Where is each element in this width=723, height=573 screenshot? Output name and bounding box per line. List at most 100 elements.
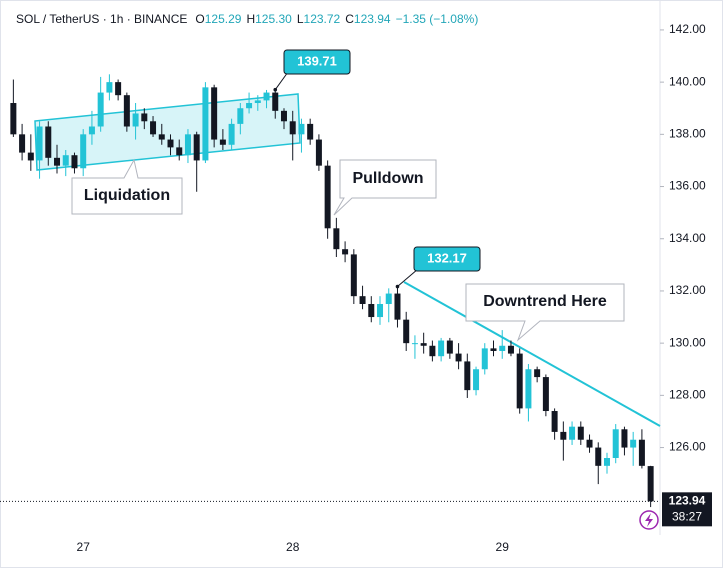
candle-body [36,126,43,161]
callout-text: Liquidation [84,187,170,204]
candle-body [115,82,122,96]
candle-body [638,439,645,466]
candle-body [167,139,174,148]
header: SOL / TetherUS · 1h · BINANCE O125.29 H125… [16,12,478,26]
candle-body [184,134,191,156]
candle-body [551,411,558,432]
candle-body [80,134,87,169]
candle-body [490,348,497,351]
callout-box [333,159,437,216]
candle-body [228,123,235,145]
price-label-box [283,49,351,75]
candle-body [455,353,462,362]
candles [10,74,654,508]
candle-body [246,103,253,109]
callout-text: Pulldown [352,170,423,187]
candle-body [71,155,78,169]
header-part: C [345,12,354,26]
candle-body [141,113,148,122]
candle-body [19,134,26,153]
price-label-leader [397,268,419,287]
header-part: 123.72 [304,12,341,26]
candle-body [368,303,375,318]
price-label: 139.71 [297,53,337,68]
candle-body [27,152,34,161]
callout-box [71,158,183,215]
bolt-icon [639,510,659,530]
candle-body [106,82,113,93]
y-tick-label: 138.00 [669,127,706,141]
candle-body [377,303,384,318]
candle-body [315,139,322,166]
y-tick-label: 134.00 [669,231,706,245]
candle-body [350,254,357,297]
candle-body [429,345,436,357]
candle-body [595,447,602,466]
last-price-label: 123.94 [669,494,706,508]
candle-body [516,353,523,409]
y-tick-label: 142.00 [669,22,706,36]
x-tick-label: 28 [286,540,300,554]
callout-liquidation: Liquidation [71,158,183,215]
price-label: 132.17 [427,250,467,265]
candle-body [97,92,104,127]
candle-body [123,95,130,127]
candle-body [333,228,340,250]
header-part: 125.29 [205,12,242,26]
candle-body [603,457,610,466]
price-point [273,87,278,92]
candle-body [211,87,218,140]
candle-body [237,108,244,124]
y-tick-label: 140.00 [669,74,706,88]
candle-body [403,319,410,344]
y-tick-label: 128.00 [669,388,706,402]
candle-body [54,157,61,166]
candle-body [560,431,567,440]
price-label-leader [274,71,289,90]
candle-body [150,121,157,135]
candle-body [438,340,445,357]
candle-body [630,439,637,448]
candle-body [342,249,349,255]
candle-body [158,134,165,140]
candle-body [621,429,628,448]
candle-body [202,87,209,161]
countdown: 38:27 [672,510,702,524]
price-label-box [413,246,481,272]
candle-body [289,121,296,135]
x-tick-label: 29 [496,540,510,554]
callout-box [465,283,625,342]
header-part: H [246,12,255,26]
header-part: 123.94 [354,12,391,26]
y-tick-label: 132.00 [669,283,706,297]
candle-body [132,113,139,127]
candle-body [62,155,69,166]
candle-body [420,343,427,346]
candle-body [647,466,654,502]
candle-body [542,377,549,412]
candle-body [176,147,183,156]
candle-body [525,369,532,409]
callout-downtrend: Downtrend Here [465,283,625,342]
candle-body [411,343,418,345]
trend-line [403,281,661,427]
header-text: SOL / TetherUS · 1h · BINANCE O125.29 H125… [16,12,478,26]
candle-body [263,92,270,101]
candle-body [507,345,514,354]
header-part: L [297,12,304,26]
candle-body [10,103,17,135]
candle-body [464,361,471,391]
y-tick-label: 136.00 [669,179,706,193]
callout-text: Downtrend Here [483,293,607,310]
candle-body [88,126,95,135]
callout-pulldown: Pulldown [333,159,437,216]
candle-body [359,296,366,304]
candle-body [534,369,541,378]
candle-body [193,134,200,161]
candle-body [272,92,279,111]
header-part: O [195,12,204,26]
y-tick-label: 126.00 [669,440,706,454]
candle-body [612,429,619,458]
candle-body [45,126,52,158]
